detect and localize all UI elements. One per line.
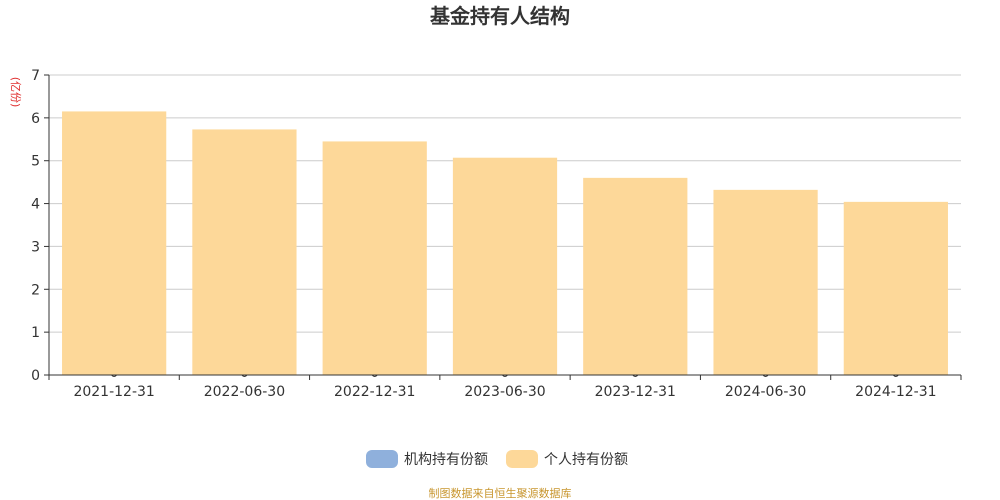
x-tick-label: 2024-12-31 [855, 384, 936, 400]
y-tick-label: 7 [31, 68, 40, 84]
y-tick-label: 6 [31, 111, 40, 127]
legend-swatch[interactable] [506, 450, 538, 468]
chart-title: 基金持有人结构 [430, 4, 570, 28]
legend-label[interactable]: 个人持有份额 [544, 452, 628, 468]
bar-individual[interactable] [843, 201, 948, 375]
bars: 0000000 [62, 111, 948, 381]
y-tick-label: 3 [31, 239, 40, 255]
legend-label[interactable]: 机构持有份额 [404, 452, 488, 468]
bar-individual[interactable] [62, 111, 167, 375]
x-tick-label: 2024-06-30 [725, 384, 806, 400]
bar-individual[interactable] [322, 141, 427, 375]
data-source-note: 制图数据来自恒生聚源数据库 [429, 486, 572, 500]
x-tick-label: 2021-12-31 [73, 384, 154, 400]
y-tick-label: 4 [31, 197, 40, 213]
bar-individual[interactable] [713, 189, 818, 375]
y-tick-label: 0 [31, 368, 40, 384]
y-axis-unit-label: (亿份) [9, 77, 22, 108]
bar-individual[interactable] [583, 177, 688, 375]
x-tick-label: 2022-06-30 [204, 384, 285, 400]
legend: 机构持有份额 个人持有份额 [366, 450, 628, 468]
x-tick-label: 2022-12-31 [334, 384, 415, 400]
y-tick-label: 2 [31, 282, 40, 298]
axes: 0 1 2 3 4 5 6 7 2021-12-31 2022-06-30 2022-12-31 20… [31, 68, 962, 400]
bar-individual[interactable] [452, 157, 558, 375]
y-tick-label: 1 [31, 325, 40, 341]
legend-swatch[interactable] [366, 450, 398, 468]
bar-individual[interactable] [192, 129, 297, 375]
x-tick-label: 2023-06-30 [464, 384, 545, 400]
x-tick-label: 2023-12-31 [595, 384, 676, 400]
y-tick-label: 5 [31, 154, 40, 170]
